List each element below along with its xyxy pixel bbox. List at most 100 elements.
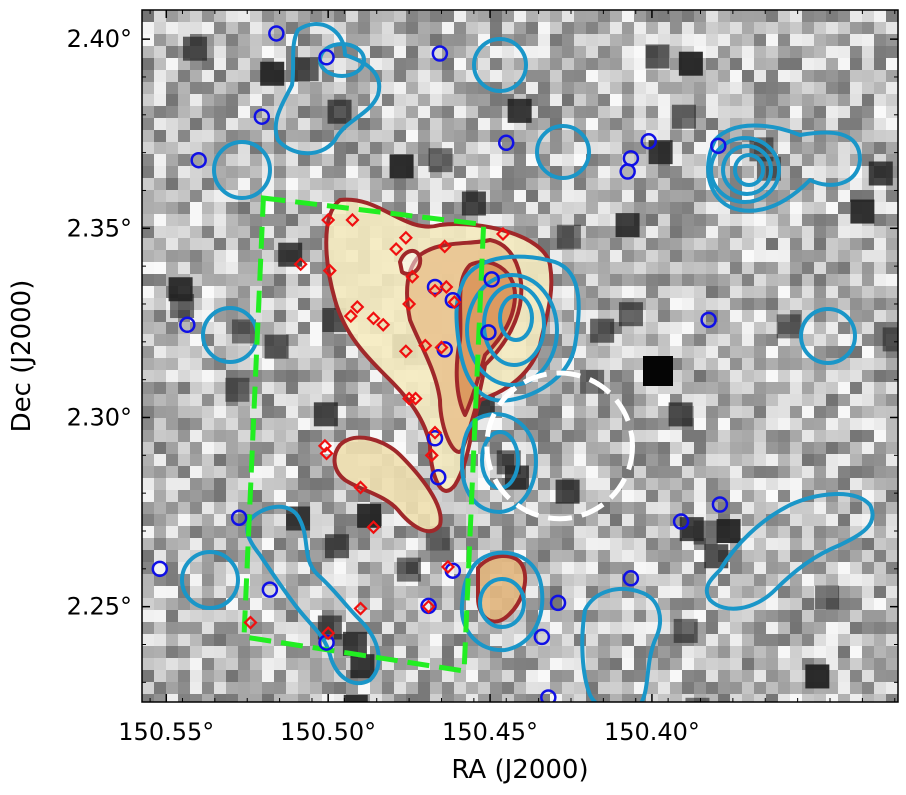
image-pixel [754,214,766,226]
image-pixel [586,646,598,658]
image-pixel [226,154,238,166]
image-pixel [634,274,646,286]
image-pixel [418,22,430,34]
image-pixel [550,418,562,430]
image-pixel [838,442,850,454]
image-pixel [454,538,466,550]
image-pixel [850,682,862,694]
image-pixel [802,610,814,622]
image-pixel [214,106,226,118]
image-pixel [634,34,646,46]
image-pixel [190,178,202,190]
image-pixel [142,574,154,586]
image-pixel [598,82,610,94]
image-pixel [286,274,298,286]
image-pixel [358,562,370,574]
image-pixel [382,34,394,46]
image-pixel [190,466,202,478]
image-pixel [682,682,694,694]
image-pixel [862,346,874,358]
image-pixel [850,250,862,262]
image-pixel [610,682,622,694]
image-pixel [250,574,262,586]
image-pixel [298,382,310,394]
image-pixel [418,178,430,190]
image-pixel [706,634,718,646]
image-pixel [742,10,754,22]
image-pixel [694,502,706,514]
image-pixel [706,34,718,46]
image-pixel [778,286,790,298]
image-pixel [286,370,298,382]
image-pixel [250,94,262,106]
image-pixel [478,538,490,550]
image-pixel [718,394,730,406]
image-pixel [142,382,154,394]
cyan-contour-nw-blob [273,22,382,156]
image-pixel [562,70,574,82]
image-pixel [814,286,826,298]
image-pixel [538,442,550,454]
image-pixel [838,694,850,702]
image-pixel [634,466,646,478]
image-pixel [298,10,310,22]
image-pixel [814,526,826,538]
image-pixel [634,58,646,70]
image-pixel [598,190,610,202]
image-pixel [634,538,646,550]
image-pixel [574,46,586,58]
image-pixel [550,154,562,166]
image-pixel [742,334,754,346]
blue-circle-marker [151,560,169,578]
image-pixel [838,622,850,634]
red-diamond-marker [421,599,436,614]
image-pixel [178,106,190,118]
image-pixel [742,574,754,586]
image-pixel [538,94,550,106]
image-pixel [850,598,862,610]
image-pixel [874,226,886,238]
image-pixel [598,346,610,358]
image-pixel [142,526,154,538]
image-pixel [298,598,310,610]
image-pixel [262,298,274,310]
image-pixel [790,46,802,58]
image-pixel [166,646,178,658]
image-pixel [574,154,586,166]
image-pixel [862,250,874,262]
image-pixel [634,694,646,702]
image-pixel [202,394,214,406]
image-pixel [394,178,406,190]
image-pixel [754,502,766,514]
image-pixel [658,394,670,406]
image-pixel [718,298,730,310]
image-pixel [598,118,610,130]
image-pixel [562,634,574,646]
image-pixel [730,46,742,58]
image-pixel [586,202,598,214]
image-pixel [154,82,166,94]
image-pixel [874,106,886,118]
image-pixel [826,154,838,166]
image-pixel [310,190,322,202]
image-pixel [526,226,538,238]
image-pixel [202,70,214,82]
image-pixel [886,34,898,46]
image-pixel [742,430,754,442]
image-pixel [574,454,586,466]
image-pixel [622,82,634,94]
image-pixel [826,574,838,586]
image-pixel [610,70,622,82]
image-pixel [778,646,790,658]
image-pixel [418,634,430,646]
image-pixel [178,202,190,214]
image-pixel [814,646,826,658]
image-pixel [718,214,730,226]
image-pixel [682,238,694,250]
image-pixel [406,130,418,142]
image-pixel [766,238,778,250]
image-pixel [694,490,706,502]
image-pixel [526,406,538,418]
image-pixel [586,622,598,634]
image-pixel [286,190,298,202]
